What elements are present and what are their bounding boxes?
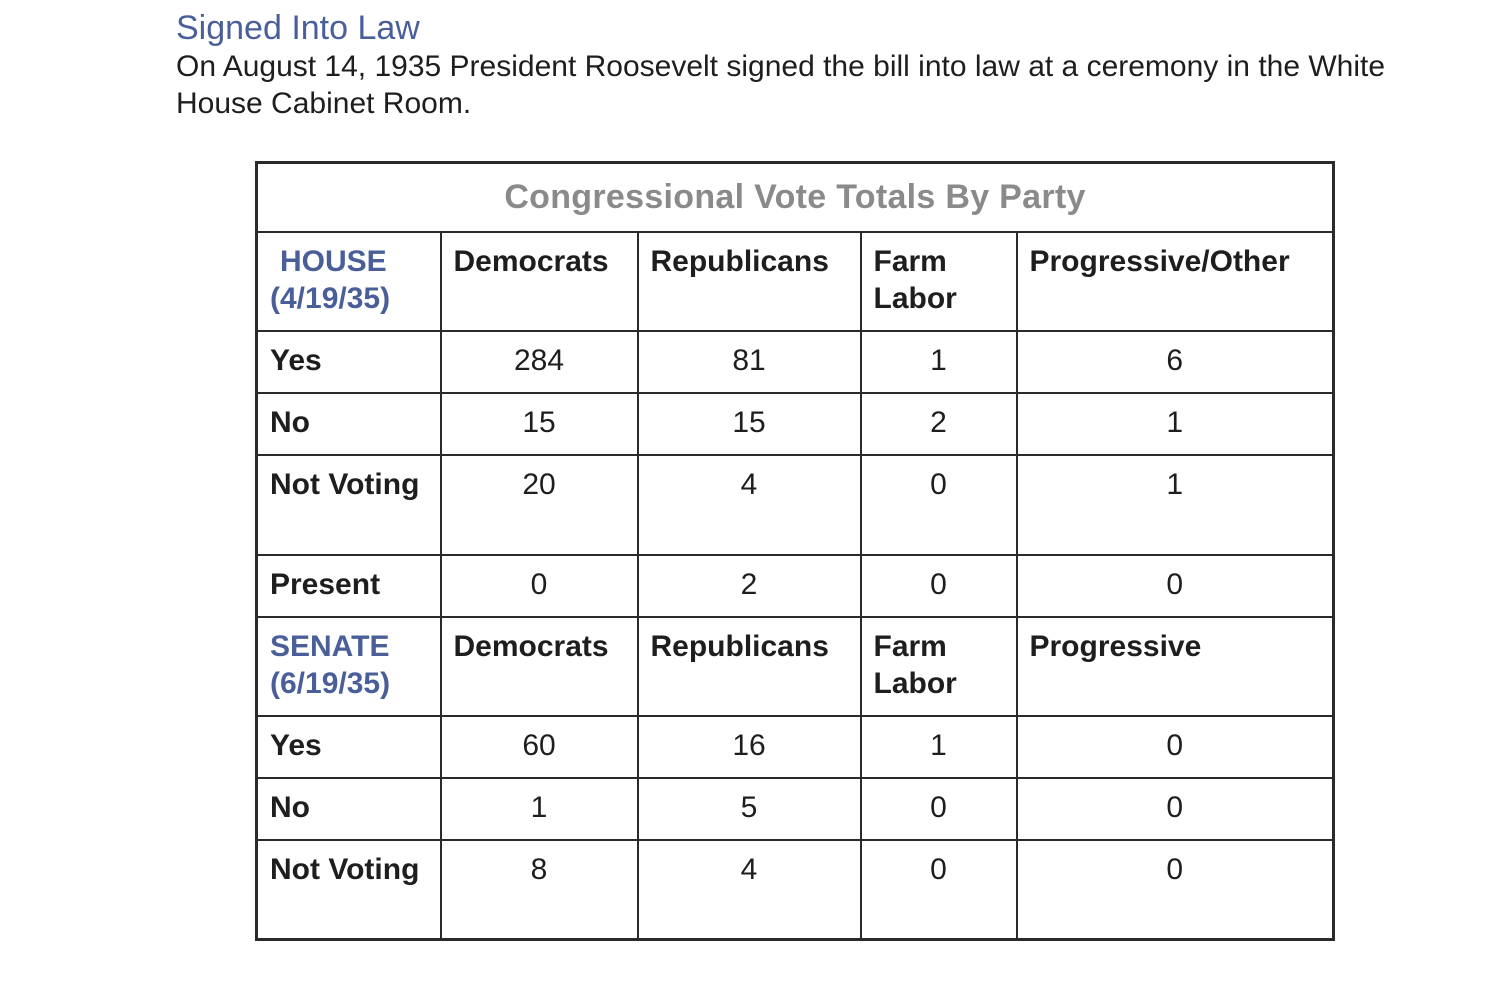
row-label: Yes <box>255 714 442 779</box>
senate-label: SENATE <box>270 629 390 663</box>
table-cell: 20 <box>439 453 639 556</box>
table-cell: 0 <box>1015 776 1335 841</box>
house-header-row: HOUSE (4/19/35) Democrats Republicans Fa… <box>255 230 1335 332</box>
table-cell: 0 <box>859 776 1018 841</box>
table-cell: 0 <box>439 553 639 618</box>
table-cell: 284 <box>439 329 639 394</box>
senate-date: (6/19/35) <box>270 666 391 700</box>
table-cell: 0 <box>1015 553 1335 618</box>
table-cell: 4 <box>636 838 862 941</box>
table-cell: 2 <box>859 391 1018 456</box>
table-row: Present 0 2 0 0 <box>255 553 1335 618</box>
table-cell: 1 <box>1015 453 1335 556</box>
column-header: Republicans <box>636 230 862 332</box>
table-cell: 8 <box>439 838 639 941</box>
house-label: HOUSE <box>280 244 387 278</box>
column-header: Farm Labor <box>859 230 1018 332</box>
table-cell: 0 <box>859 553 1018 618</box>
table-cell: 1 <box>439 776 639 841</box>
vote-totals-table: Congressional Vote Totals By Party HOUSE… <box>255 161 1336 941</box>
table-cell: 1 <box>859 714 1018 779</box>
table-cell: 60 <box>439 714 639 779</box>
table-cell: 16 <box>636 714 862 779</box>
table-cell: 1 <box>1015 391 1335 456</box>
table-cell: 0 <box>859 453 1018 556</box>
table-cell: 0 <box>1015 714 1335 779</box>
table-cell: 15 <box>636 391 862 456</box>
column-header: Progressive <box>1015 615 1335 717</box>
table-row: Yes 284 81 1 6 <box>255 329 1335 394</box>
table-row: Not Voting 8 4 0 0 <box>255 838 1335 941</box>
table-cell: 2 <box>636 553 862 618</box>
row-label: No <box>255 391 442 456</box>
table-caption: Congressional Vote Totals By Party <box>255 161 1335 233</box>
column-header: Farm Labor <box>859 615 1018 717</box>
house-section-label: HOUSE (4/19/35) <box>255 230 442 332</box>
table-cell: 0 <box>859 838 1018 941</box>
section-heading: Signed Into Law <box>176 9 420 47</box>
intro-paragraph: On August 14, 1935 President Roosevelt s… <box>176 50 1386 120</box>
table-caption-row: Congressional Vote Totals By Party <box>255 161 1335 233</box>
column-header: Democrats <box>439 230 639 332</box>
table-cell: 6 <box>1015 329 1335 394</box>
column-header: Democrats <box>439 615 639 717</box>
table-row: No 15 15 2 1 <box>255 391 1335 456</box>
row-label: Not Voting <box>255 838 442 941</box>
senate-section-label: SENATE (6/19/35) <box>255 615 442 717</box>
table-row: No 1 5 0 0 <box>255 776 1335 841</box>
table-cell: 15 <box>439 391 639 456</box>
table-cell: 0 <box>1015 838 1335 941</box>
house-date: (4/19/35) <box>270 281 391 315</box>
column-header: Republicans <box>636 615 862 717</box>
table-cell: 1 <box>859 329 1018 394</box>
table-row: Yes 60 16 1 0 <box>255 714 1335 779</box>
row-label: Yes <box>255 329 442 394</box>
row-label: No <box>255 776 442 841</box>
senate-header-row: SENATE (6/19/35) Democrats Republicans F… <box>255 615 1335 717</box>
table-cell: 4 <box>636 453 862 556</box>
row-label: Present <box>255 553 442 618</box>
table-cell: 81 <box>636 329 862 394</box>
table-cell: 5 <box>636 776 862 841</box>
table-row: Not Voting 20 4 0 1 <box>255 453 1335 556</box>
column-header: Progressive/Other <box>1015 230 1335 332</box>
row-label: Not Voting <box>255 453 442 556</box>
